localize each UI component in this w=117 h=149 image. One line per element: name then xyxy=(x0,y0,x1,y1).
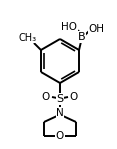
Text: B: B xyxy=(78,32,86,42)
Text: O: O xyxy=(42,92,50,102)
Text: HO: HO xyxy=(61,22,77,32)
Text: S: S xyxy=(56,94,64,104)
Text: OH: OH xyxy=(88,24,104,34)
Text: O: O xyxy=(70,92,78,102)
Text: CH₃: CH₃ xyxy=(19,33,37,43)
Text: N: N xyxy=(56,108,64,118)
Text: O: O xyxy=(56,131,64,141)
